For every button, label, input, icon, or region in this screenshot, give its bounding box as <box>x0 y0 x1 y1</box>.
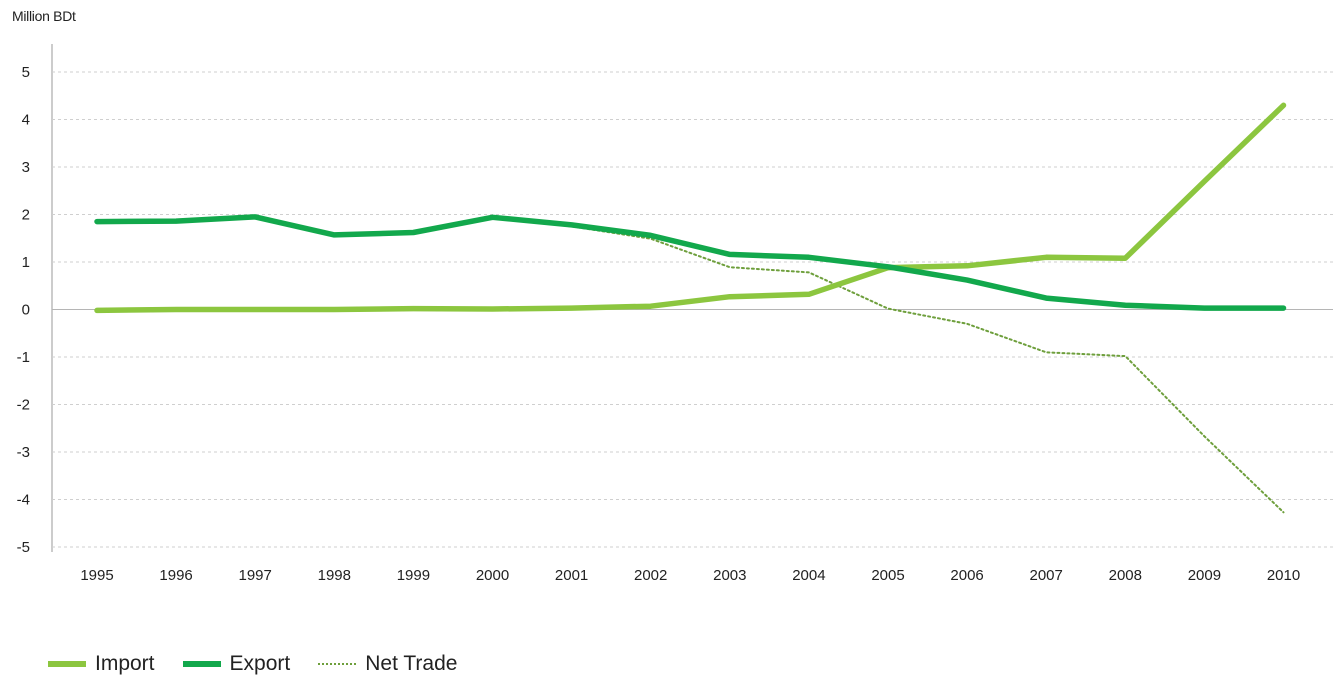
x-tick-label: 1997 <box>239 567 272 584</box>
y-tick-label: -1 <box>17 349 30 366</box>
y-tick-label: 1 <box>22 254 30 271</box>
legend-item-import: Import <box>48 652 155 676</box>
y-tick-label: -2 <box>17 397 30 414</box>
legend: Import Export Net Trade <box>48 652 485 676</box>
series-lines <box>94 102 1287 514</box>
legend-label-import: Import <box>95 652 155 675</box>
legend-swatch-export <box>182 661 221 667</box>
legend-label-net-trade: Net Trade <box>365 652 458 675</box>
x-tick-label: 2002 <box>634 567 667 584</box>
legend-label-export: Export <box>229 652 291 675</box>
y-axis-unit-label: Million BDt <box>12 8 76 24</box>
x-tick-label: 2000 <box>476 567 509 584</box>
y-tick-label: 0 <box>22 302 30 319</box>
x-tick-label: 1995 <box>80 567 113 584</box>
x-tick-label: 2010 <box>1267 567 1300 584</box>
x-tick-label: 1999 <box>397 567 430 584</box>
y-tick-label: 4 <box>22 112 30 129</box>
x-tick-label: 2001 <box>555 567 588 584</box>
x-tick-label: 2007 <box>1030 567 1063 584</box>
x-tick-label: 1996 <box>159 567 192 584</box>
x-tick-label: 2008 <box>1109 567 1142 584</box>
x-tick-label: 2009 <box>1188 567 1221 584</box>
x-tick-label: 2004 <box>792 567 825 584</box>
x-tick-label: 1998 <box>318 567 351 584</box>
x-tick-label: 2003 <box>713 567 746 584</box>
x-axis-ticks: 1995 1996 1997 1998 1999 2000 2001 2002 2003 2004… <box>80 567 1300 584</box>
legend-swatch-net-trade <box>318 663 357 665</box>
series-line-export <box>94 214 1287 311</box>
y-tick-label: 2 <box>22 207 30 224</box>
y-tick-label: -3 <box>17 444 30 461</box>
y-tick-label: -5 <box>17 539 30 556</box>
legend-item-net-trade: Net Trade <box>318 652 457 676</box>
legend-swatch-import <box>48 661 86 667</box>
x-tick-label: 2005 <box>871 567 904 584</box>
series-line-import <box>94 102 1287 314</box>
y-tick-label: 5 <box>22 64 30 81</box>
y-tick-label: 3 <box>22 159 30 176</box>
legend-item-export: Export <box>182 652 291 676</box>
y-axis-ticks: 5 4 3 2 1 0 -1 -2 -3 -4 -5 <box>17 64 30 556</box>
gridlines <box>51 44 1333 552</box>
x-tick-label: 2006 <box>950 567 983 584</box>
series-line-net-trade <box>96 215 1285 514</box>
y-tick-label: -4 <box>17 492 30 509</box>
